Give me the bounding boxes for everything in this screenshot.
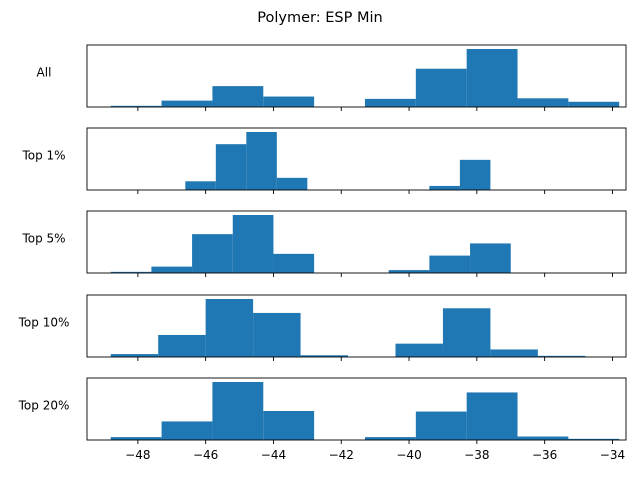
panels: All Top 1% Top 5% Top 10% Top 20% (18, 44, 627, 444)
histogram-bar (161, 100, 213, 107)
x-tick-label: −46 (193, 448, 218, 462)
x-tick-label: −38 (464, 448, 489, 462)
panel: Top 5% (21, 210, 627, 277)
histogram-bar (110, 271, 152, 273)
histogram-bar (429, 185, 460, 190)
histogram-bar (215, 144, 247, 190)
histogram-bar (388, 270, 430, 273)
histogram-bar (415, 68, 467, 107)
x-tick-label: −48 (125, 448, 150, 462)
panel: Top 10% (18, 294, 627, 361)
histogram-bar (429, 255, 471, 273)
histogram-bar (415, 411, 467, 440)
histogram-bar (364, 437, 416, 440)
row-label: Top 20% (18, 399, 70, 413)
histogram-bar (263, 411, 315, 440)
histogram-bar (110, 437, 162, 440)
figure-title: Polymer: ESP Min (257, 10, 382, 26)
histogram-bar (253, 312, 301, 357)
x-tick-label: −34 (600, 448, 625, 462)
panel: Top 1% (21, 127, 627, 194)
x-tick-label: −40 (396, 448, 421, 462)
row-label: Top 10% (18, 316, 70, 330)
x-axis: −48 −46 −44 −42 −40 −38 −36 −34 (125, 448, 625, 462)
panel: Top 20% (18, 377, 627, 444)
histogram-bar (192, 234, 233, 273)
histogram-bar (537, 355, 586, 357)
histogram-bar (470, 243, 511, 273)
histogram-bar (300, 355, 349, 357)
histogram-bar (276, 177, 308, 190)
histogram-bar (517, 98, 569, 107)
histogram-bar (466, 392, 518, 440)
histogram-bar (246, 132, 277, 190)
histogram-bar (158, 334, 206, 357)
histogram-bar (364, 98, 416, 107)
histogram-bar (161, 421, 213, 440)
histogram-bar (395, 343, 443, 357)
x-tick-label: −44 (261, 448, 286, 462)
panel-frame (86, 44, 627, 108)
histogram-bar (110, 354, 159, 357)
x-tick-label: −36 (532, 448, 557, 462)
histogram-bar (110, 105, 162, 107)
histogram-bar (232, 215, 274, 273)
histogram-bar (263, 96, 315, 107)
histogram-bar (517, 436, 569, 440)
histogram-bar (212, 382, 264, 440)
histogram-bar (466, 49, 518, 107)
panel: All (37, 44, 627, 111)
row-label: Top 1% (21, 149, 65, 163)
histogram-bar (568, 101, 620, 107)
histogram-bar (490, 349, 538, 357)
histogram-bar (273, 253, 315, 273)
row-label: All (37, 66, 52, 80)
histogram-bar (212, 86, 264, 107)
histogram-bar (185, 181, 216, 190)
panel-frame (86, 377, 627, 441)
histogram-bar (459, 159, 491, 190)
panel-frame (86, 127, 627, 191)
histogram-bar (205, 299, 254, 357)
histogram-bar (568, 438, 620, 440)
panel-frame (86, 294, 627, 358)
histogram-bar (442, 308, 491, 357)
row-label: Top 5% (21, 232, 65, 246)
x-tick-label: −42 (329, 448, 354, 462)
panel-frame (86, 210, 627, 274)
histogram-bar (151, 266, 193, 273)
